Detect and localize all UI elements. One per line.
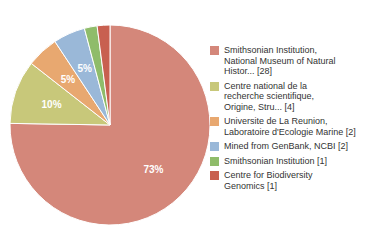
html-text:Mined from GenBank, NCBI [2]: Mined from GenBank, NCBI [2] xyxy=(224,141,349,151)
svg-text:5%: 5% xyxy=(61,74,76,85)
html-text:Centre national de la recherch: Centre national de la recherche scientif… xyxy=(224,80,315,112)
html-text:Universite de La Reunion, Labo: Universite de La Reunion, Laboratoire d'… xyxy=(224,116,356,137)
svg-text:10%: 10% xyxy=(42,99,62,110)
svg-text:73%: 73% xyxy=(143,164,163,175)
html-text:Smithsonian Institution, Natio: Smithsonian Institution, National Museum… xyxy=(224,45,336,76)
svg-text:5%: 5% xyxy=(77,63,92,74)
html-text:Smithsonian Institution [1]: Smithsonian Institution [1] xyxy=(224,155,328,166)
html-text:Centre for Biodiversity Genomi: Centre for Biodiversity Genomics [1] xyxy=(224,170,313,191)
